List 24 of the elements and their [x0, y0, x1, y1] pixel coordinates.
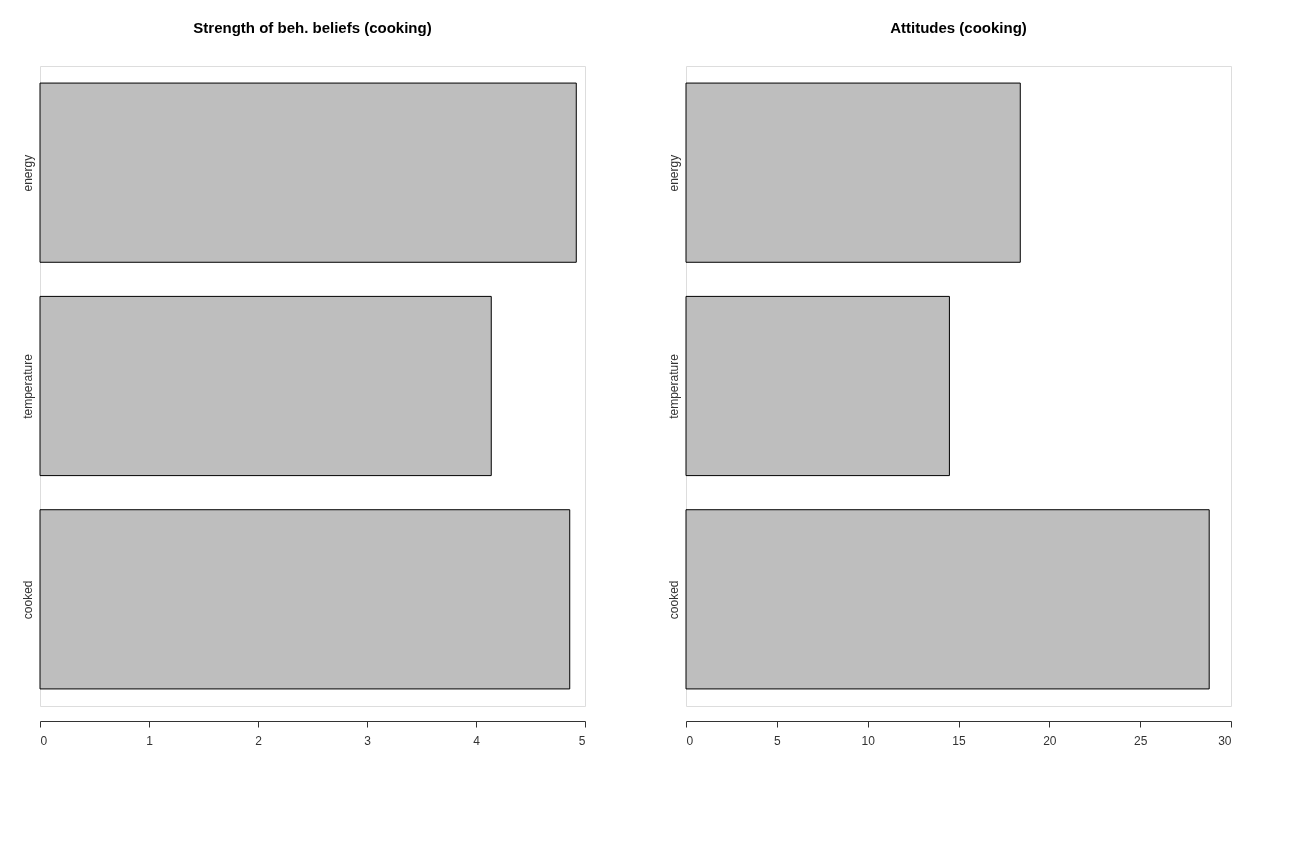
x-tick-label: 30 — [1218, 733, 1232, 748]
bar — [39, 509, 571, 690]
x-tick-label: 2 — [255, 733, 263, 748]
x-tick-label: 20 — [1043, 733, 1057, 748]
x-tick-label: 0 — [40, 733, 48, 748]
chart-title: Attitudes (cooking) — [890, 19, 1027, 36]
x-tick-label: 10 — [861, 733, 876, 748]
y-tick-label: cooked — [666, 580, 681, 620]
y-tick-label: temperature — [666, 353, 681, 419]
bar — [39, 295, 492, 477]
y-tick-label: temperature — [20, 353, 35, 419]
x-tick-label: 1 — [146, 733, 154, 748]
bar — [39, 82, 577, 263]
x-tick-label: 4 — [473, 733, 481, 748]
x-tick-label: 15 — [952, 733, 966, 748]
y-tick-label: energy — [20, 154, 35, 192]
x-tick-label: 0 — [686, 733, 694, 748]
y-tick-label: cooked — [20, 580, 35, 620]
x-tick-label: 5 — [578, 733, 586, 748]
y-tick-label: energy — [666, 154, 681, 192]
x-tick-label: 5 — [773, 733, 781, 748]
x-tick-label: 3 — [364, 733, 372, 748]
chart-title: Strength of beh. beliefs (cooking) — [193, 19, 432, 36]
x-tick-label: 25 — [1133, 733, 1148, 748]
